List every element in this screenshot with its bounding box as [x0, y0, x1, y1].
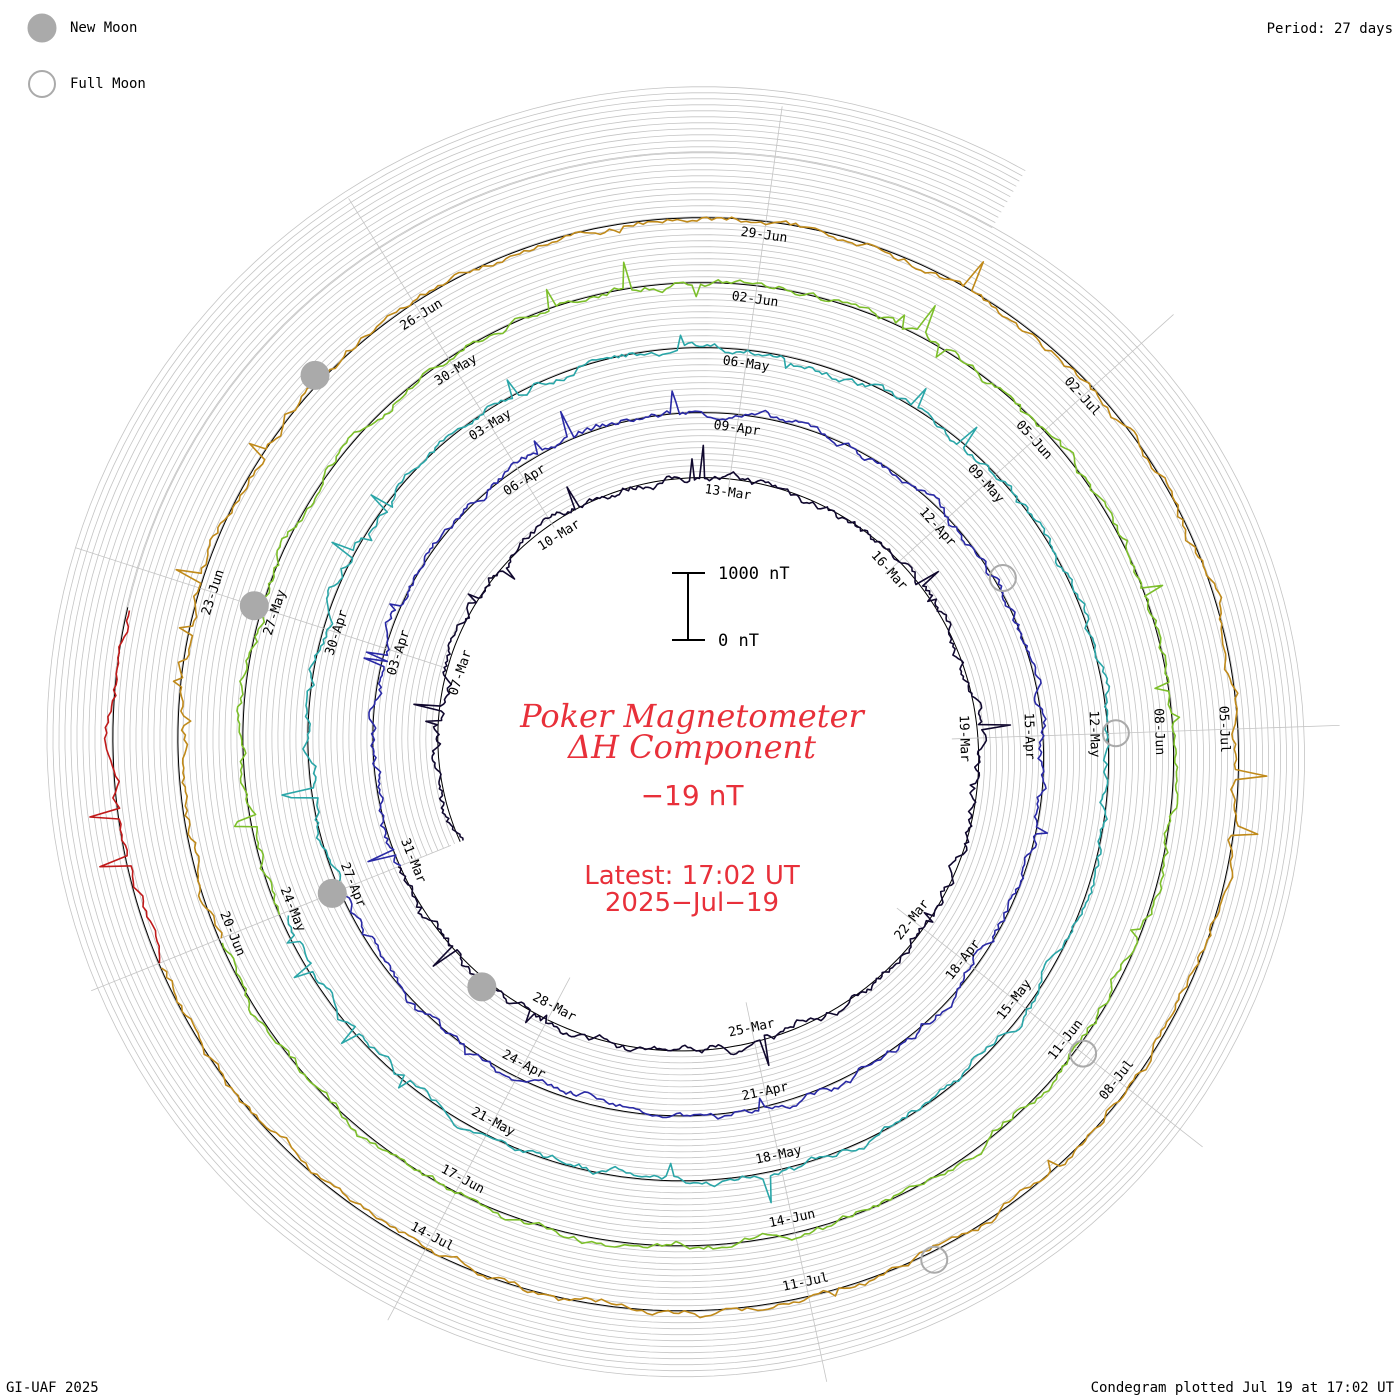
date-label: 21-May	[469, 1105, 518, 1140]
date-label: 14-Jul	[408, 1219, 457, 1254]
trace-layer	[89, 216, 1268, 1319]
grid-spoke	[387, 977, 571, 1321]
scale-top-label: 1000 nT	[718, 564, 790, 584]
grid-spiral	[70, 110, 1281, 1354]
date-label: 18-May	[754, 1143, 803, 1167]
grid-spoke	[896, 907, 1203, 1148]
grid-spoke	[745, 1002, 828, 1382]
date-label: 29-Jun	[740, 225, 789, 246]
full-moon-legend-icon	[28, 70, 56, 98]
date-label: 12-May	[1086, 710, 1103, 758]
new-moon-marker	[239, 591, 269, 621]
date-label: 24-Apr	[499, 1047, 548, 1082]
date-label: 25-Mar	[727, 1016, 776, 1040]
date-label: 24-May	[277, 885, 309, 934]
chart-title: Poker Magnetometer	[519, 697, 865, 735]
footer-plotted: Condegram plotted Jul 19 at 17:02 UT	[1091, 1380, 1395, 1396]
grid-spiral	[52, 92, 1299, 1372]
date-label: 14-Jun	[768, 1207, 817, 1231]
period-label: Period: 27 days	[1267, 21, 1393, 37]
grid-spoke	[91, 845, 452, 992]
grid-spiral	[94, 134, 1257, 1330]
grid-spiral	[64, 104, 1287, 1360]
date-label: 08-Jun	[1150, 708, 1167, 755]
date-label: 28-Mar	[530, 990, 579, 1025]
date-label: 06-May	[722, 353, 771, 374]
full-moon-marker	[988, 564, 1017, 593]
grid-spiral	[82, 122, 1269, 1342]
date-label: 05-Jun	[1013, 418, 1056, 463]
new-moon-marker	[317, 878, 347, 908]
grid-spiral	[46, 86, 1305, 1378]
new-moon-marker	[467, 972, 497, 1002]
series-trace-04-Mar	[397, 444, 1012, 1067]
scale-bottom-label: 0 nT	[718, 631, 759, 651]
full-moon-marker	[920, 1245, 949, 1274]
grid-spiral	[106, 146, 1245, 1318]
date-label: 09-Apr	[713, 418, 762, 439]
date-label: 15-Apr	[1021, 712, 1038, 760]
grid-spoke	[951, 724, 1340, 740]
new-moon-legend-icon	[27, 13, 57, 43]
date-label: 21-Apr	[741, 1080, 790, 1104]
date-label: 17-Jun	[438, 1162, 487, 1197]
new-moon-marker	[300, 360, 330, 390]
grid-spoke	[884, 314, 1174, 575]
grid-spiral	[58, 98, 1293, 1366]
date-label: 02-Jul	[1061, 374, 1104, 419]
grid-spiral	[76, 116, 1275, 1348]
grid-spoke	[727, 106, 783, 491]
series-trace-27-Apr	[281, 334, 1111, 1204]
series-trace-24-May	[221, 261, 1181, 1250]
date-label: 02-Jun	[731, 289, 780, 310]
series-trace-20-Jun	[160, 216, 1268, 1319]
date-label: 09-May	[964, 461, 1007, 506]
moon-layer	[239, 360, 1130, 1274]
latest-date: 2025−Jul−19	[605, 888, 779, 918]
full-moon-legend-label: Full Moon	[70, 76, 146, 92]
date-label: 07-Mar	[446, 648, 475, 697]
date-label: 05-Jul	[1215, 706, 1232, 753]
date-label: 16-Mar	[868, 548, 911, 593]
full-moon-marker	[1069, 1039, 1098, 1068]
grid-spiral	[88, 128, 1263, 1336]
date-label: 13-Mar	[704, 482, 753, 503]
series-trace-17-Jul	[89, 610, 161, 964]
grid-spoke	[348, 198, 555, 528]
current-value: −19 nT	[641, 779, 745, 812]
grid-spiral	[100, 140, 1251, 1324]
chart-subtitle: ΔH Component	[566, 728, 816, 766]
series-trace-31-Mar	[343, 390, 1049, 1120]
latest-time: Latest: 17:02 UT	[584, 861, 800, 891]
new-moon-legend-label: New Moon	[70, 20, 137, 36]
footer-credit: GI-UAF 2025	[6, 1380, 99, 1396]
date-label: 19-Mar	[956, 715, 973, 763]
scale-bar	[672, 572, 705, 641]
date-label: 31-Mar	[397, 836, 429, 885]
full-moon-marker	[1101, 719, 1130, 748]
